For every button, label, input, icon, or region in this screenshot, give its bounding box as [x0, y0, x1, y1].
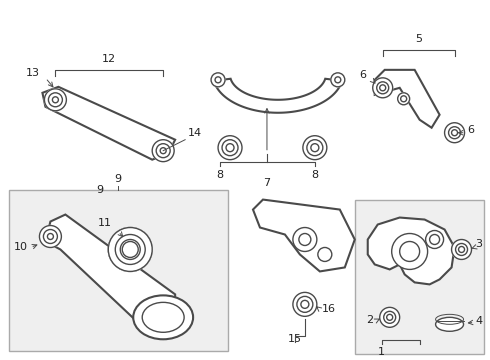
Text: 16: 16	[322, 304, 336, 314]
Text: 8: 8	[311, 170, 318, 180]
Polygon shape	[368, 217, 455, 284]
Text: 2: 2	[367, 315, 374, 325]
Circle shape	[152, 140, 174, 162]
Polygon shape	[46, 215, 175, 329]
Text: 15: 15	[288, 334, 302, 344]
Text: 6: 6	[467, 125, 474, 135]
Polygon shape	[43, 87, 175, 160]
Text: 9: 9	[115, 174, 122, 184]
Ellipse shape	[436, 317, 464, 331]
Circle shape	[331, 73, 345, 87]
Text: 4: 4	[475, 316, 483, 326]
Text: 3: 3	[475, 239, 483, 249]
Text: 14: 14	[188, 128, 202, 138]
Bar	[8, 190, 228, 351]
Circle shape	[373, 78, 392, 98]
Ellipse shape	[133, 295, 193, 339]
Polygon shape	[214, 79, 342, 113]
Text: 12: 12	[102, 54, 116, 64]
Circle shape	[452, 239, 471, 260]
Text: 11: 11	[98, 217, 112, 228]
Circle shape	[293, 292, 317, 316]
Circle shape	[108, 228, 152, 271]
Text: 1: 1	[378, 347, 385, 357]
Circle shape	[380, 307, 400, 327]
Text: 13: 13	[25, 68, 40, 78]
Polygon shape	[253, 199, 355, 271]
Text: 9: 9	[97, 185, 104, 195]
Text: 8: 8	[217, 170, 223, 180]
Text: 5: 5	[415, 34, 422, 44]
Polygon shape	[375, 70, 440, 128]
Circle shape	[45, 89, 66, 111]
Bar	[8, 190, 228, 351]
Circle shape	[211, 73, 225, 87]
Circle shape	[392, 234, 428, 269]
Circle shape	[398, 93, 410, 105]
Circle shape	[39, 225, 61, 247]
Text: 7: 7	[264, 177, 270, 188]
Circle shape	[293, 228, 317, 252]
Circle shape	[444, 123, 465, 143]
Bar	[355, 199, 485, 354]
Text: 6: 6	[359, 70, 366, 80]
Text: 10: 10	[14, 243, 27, 252]
Circle shape	[318, 247, 332, 261]
Circle shape	[426, 230, 443, 248]
Circle shape	[303, 136, 327, 160]
Circle shape	[218, 136, 242, 160]
Circle shape	[108, 228, 152, 271]
Bar	[355, 199, 485, 354]
